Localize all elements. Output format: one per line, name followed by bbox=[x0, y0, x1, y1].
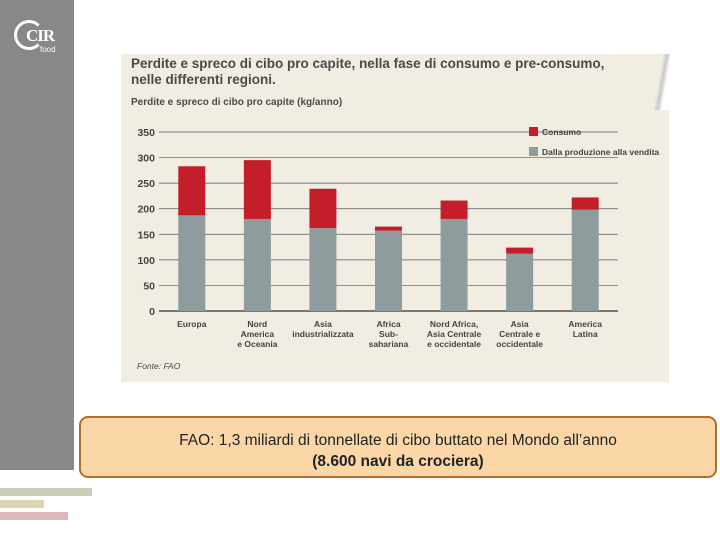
chart-subtitle: Perdite e spreco di cibo pro capite (kg/… bbox=[131, 97, 343, 108]
y-tick-label: 100 bbox=[137, 255, 155, 267]
bar-segment-consumption bbox=[506, 247, 534, 254]
x-category-label-line: e occidentale bbox=[427, 339, 481, 349]
x-category-label: Nord America e Oceania bbox=[237, 319, 277, 349]
x-category-label: Asia Centrale e occidentale bbox=[496, 319, 543, 349]
x-category-label-line: Latina bbox=[573, 329, 598, 339]
x-category-label-line: Africa bbox=[376, 319, 400, 329]
x-category-label-line: Europa bbox=[177, 319, 207, 329]
bar-segment-production bbox=[440, 218, 468, 311]
y-tick-label: 300 bbox=[137, 153, 155, 165]
bar-segment-consumption bbox=[243, 160, 271, 219]
x-category-label-line: occidentale bbox=[496, 339, 543, 349]
x-category-label-line: Sub- bbox=[379, 329, 398, 339]
chart-panel: 0 50 100 150 200 250 300 350 Europa Nord America e … bbox=[121, 54, 669, 382]
x-category-label: Europa bbox=[177, 319, 207, 329]
x-category-label-line: Asia bbox=[511, 319, 529, 329]
cir-food-logo: CIR food bbox=[14, 18, 64, 62]
y-tick-label: 150 bbox=[137, 229, 155, 241]
caption-line-2: (8.600 navi da crociera) bbox=[312, 453, 484, 470]
x-category-label-line: Asia Centrale bbox=[427, 329, 482, 339]
decor-stripe-pink bbox=[0, 512, 68, 520]
x-category-label-line: Centrale e bbox=[499, 329, 540, 339]
x-category-label: Africa Sub-sahariana bbox=[369, 319, 409, 349]
x-category-label: Asia industrializzata bbox=[292, 319, 354, 339]
bar-segment-production bbox=[243, 218, 271, 311]
caption-line-1: FAO: 1,3 miliardi di tonnellate di cibo … bbox=[179, 432, 617, 449]
x-category-label-line: sahariana bbox=[369, 339, 409, 349]
bar-segment-production bbox=[309, 228, 337, 311]
y-tick-label: 200 bbox=[137, 204, 155, 216]
x-category-label-line: industrializzata bbox=[292, 329, 354, 339]
bar-segment-consumption bbox=[571, 197, 599, 210]
legend-swatch bbox=[529, 127, 538, 136]
y-tick-label: 0 bbox=[149, 306, 155, 318]
logo-text: CIR bbox=[26, 26, 55, 45]
logo-subtext: food bbox=[40, 45, 56, 54]
decor-stripe-green bbox=[0, 488, 92, 496]
chart-title: Perdite e spreco di cibo pro capite, nel… bbox=[131, 56, 605, 87]
bar-segment-production bbox=[571, 209, 599, 311]
sidebar-band: CIR food bbox=[0, 0, 74, 470]
x-category-label: Nord Africa, Asia Centrale e occidentale bbox=[427, 319, 482, 349]
fao-caption-box: FAO: 1,3 miliardi di tonnellate di cibo … bbox=[79, 416, 717, 478]
x-category-label-line: America bbox=[568, 319, 602, 329]
bar-segment-production bbox=[178, 215, 206, 311]
x-category-label-line: Nord Africa, bbox=[430, 319, 478, 329]
y-tick-label: 250 bbox=[137, 178, 155, 190]
decor-stripe-beige bbox=[0, 500, 44, 508]
x-category-label: America Latina bbox=[568, 319, 602, 339]
x-category-label-line: Nord bbox=[247, 319, 267, 329]
bar-segment-production bbox=[375, 230, 402, 311]
bar-segment-consumption bbox=[178, 166, 206, 216]
legend-swatch bbox=[529, 147, 538, 156]
bar-segment-consumption bbox=[375, 226, 402, 231]
x-category-label-line: e Oceania bbox=[237, 339, 277, 349]
legend-label: Dalla produzione alla vendita bbox=[542, 147, 659, 157]
legend-label: Consumo bbox=[542, 127, 581, 137]
logo-ring-icon bbox=[14, 20, 44, 50]
bar-segment-consumption bbox=[440, 200, 468, 219]
chart-source: Fonte: FAO bbox=[137, 361, 181, 371]
page-fold-decoration bbox=[652, 54, 670, 110]
bar-segment-production bbox=[506, 253, 534, 311]
y-tick-label: 50 bbox=[143, 280, 155, 292]
bar-segment-consumption bbox=[309, 188, 337, 229]
x-category-label-line: Asia bbox=[314, 319, 332, 329]
y-tick-label: 350 bbox=[137, 127, 155, 139]
x-category-label-line: America bbox=[241, 329, 275, 339]
